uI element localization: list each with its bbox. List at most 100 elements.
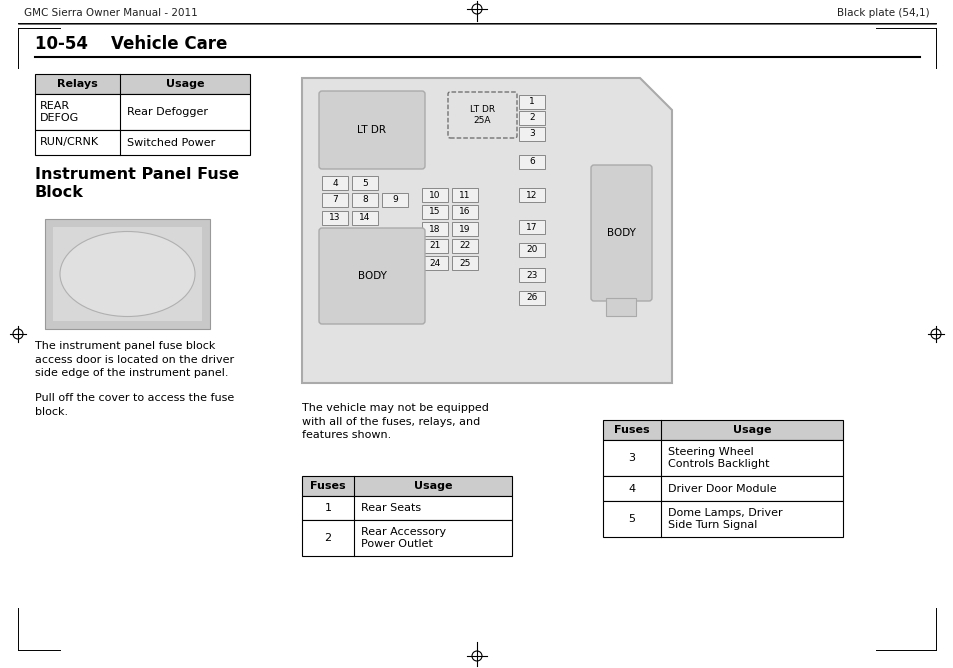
Text: Steering Wheel
Controls Backlight: Steering Wheel Controls Backlight [667, 447, 769, 469]
Bar [322, 193, 348, 207]
FancyBboxPatch shape [590, 165, 651, 301]
Bar [518, 155, 544, 169]
Text: Rear Seats: Rear Seats [360, 503, 420, 513]
Text: GMC Sierra Owner Manual - 2011: GMC Sierra Owner Manual - 2011 [24, 8, 197, 18]
FancyBboxPatch shape [318, 228, 424, 324]
Bar [35, 130, 250, 155]
Text: 4: 4 [332, 178, 337, 188]
Bar [452, 205, 477, 219]
Text: 6: 6 [529, 158, 535, 166]
Text: 1: 1 [324, 503, 331, 513]
Text: 25: 25 [458, 259, 470, 267]
Bar [53, 227, 202, 321]
Text: 19: 19 [458, 224, 470, 234]
Text: 24: 24 [429, 259, 440, 267]
Text: 9: 9 [392, 196, 397, 204]
Text: Dome Lamps, Driver
Side Turn Signal: Dome Lamps, Driver Side Turn Signal [667, 508, 781, 530]
Text: Rear Defogger: Rear Defogger [127, 107, 208, 117]
Text: Switched Power: Switched Power [127, 138, 215, 148]
Bar [602, 476, 842, 501]
Text: 23: 23 [526, 271, 537, 279]
Text: 2: 2 [529, 114, 535, 122]
Bar [381, 193, 408, 207]
Text: 14: 14 [359, 214, 371, 222]
Text: Relays: Relays [57, 79, 98, 89]
Bar [606, 298, 636, 316]
Text: 21: 21 [429, 242, 440, 250]
Text: 2: 2 [324, 533, 332, 543]
Bar [35, 94, 250, 130]
Bar [518, 95, 544, 109]
Text: Pull off the cover to access the fuse
block.: Pull off the cover to access the fuse bl… [35, 393, 234, 417]
Text: Fuses: Fuses [310, 481, 345, 491]
Text: Driver Door Module: Driver Door Module [667, 484, 776, 494]
Bar [602, 420, 842, 440]
Bar [452, 188, 477, 202]
Bar [352, 193, 377, 207]
Text: Usage: Usage [166, 79, 204, 89]
Text: 3: 3 [628, 453, 635, 463]
Polygon shape [302, 78, 671, 383]
Bar [35, 74, 250, 94]
Text: 10: 10 [429, 190, 440, 200]
Text: RUN/CRNK: RUN/CRNK [40, 138, 99, 148]
Bar [421, 205, 448, 219]
Text: LT DR: LT DR [357, 125, 386, 135]
Text: 13: 13 [329, 214, 340, 222]
Text: 16: 16 [458, 208, 470, 216]
Bar [452, 222, 477, 236]
Text: 8: 8 [362, 196, 368, 204]
Bar [322, 211, 348, 225]
Bar [518, 291, 544, 305]
Bar [302, 520, 512, 556]
Bar [421, 222, 448, 236]
Bar [452, 239, 477, 253]
Text: 18: 18 [429, 224, 440, 234]
Text: Fuses: Fuses [614, 425, 649, 435]
Bar [421, 188, 448, 202]
Bar [518, 268, 544, 282]
Text: 20: 20 [526, 246, 537, 255]
Text: 26: 26 [526, 293, 537, 303]
Text: Black plate (54,1): Black plate (54,1) [837, 8, 929, 18]
Bar [518, 188, 544, 202]
Text: 5: 5 [362, 178, 368, 188]
Text: LT DR
25A: LT DR 25A [470, 105, 495, 125]
Text: 10-54    Vehicle Care: 10-54 Vehicle Care [35, 35, 227, 53]
Bar [518, 111, 544, 125]
Bar [45, 219, 210, 329]
Bar [602, 440, 842, 476]
Text: Usage: Usage [732, 425, 770, 435]
Text: 5: 5 [628, 514, 635, 524]
Bar [302, 496, 512, 520]
Text: 7: 7 [332, 196, 337, 204]
Bar [352, 211, 377, 225]
Text: Usage: Usage [414, 481, 452, 491]
Bar [518, 127, 544, 141]
Text: 11: 11 [458, 190, 470, 200]
Ellipse shape [60, 232, 194, 317]
Text: Rear Accessory
Power Outlet: Rear Accessory Power Outlet [360, 527, 446, 549]
Bar [421, 256, 448, 270]
Bar [421, 239, 448, 253]
FancyBboxPatch shape [318, 91, 424, 169]
Text: The instrument panel fuse block
access door is located on the driver
side edge o: The instrument panel fuse block access d… [35, 341, 233, 378]
Text: 1: 1 [529, 98, 535, 106]
Text: 12: 12 [526, 190, 537, 200]
Bar [352, 176, 377, 190]
Bar [302, 476, 512, 496]
Text: 22: 22 [459, 242, 470, 250]
Bar [602, 501, 842, 537]
Text: Instrument Panel Fuse
Block: Instrument Panel Fuse Block [35, 167, 239, 200]
Text: BODY: BODY [357, 271, 386, 281]
Text: 15: 15 [429, 208, 440, 216]
Bar [518, 220, 544, 234]
Text: 3: 3 [529, 130, 535, 138]
Text: REAR
DEFOG: REAR DEFOG [40, 101, 79, 123]
Text: 4: 4 [628, 484, 635, 494]
Bar [452, 256, 477, 270]
Text: BODY: BODY [606, 228, 636, 238]
Text: 17: 17 [526, 222, 537, 232]
Bar [322, 176, 348, 190]
Text: The vehicle may not be equipped
with all of the fuses, relays, and
features show: The vehicle may not be equipped with all… [302, 403, 488, 440]
